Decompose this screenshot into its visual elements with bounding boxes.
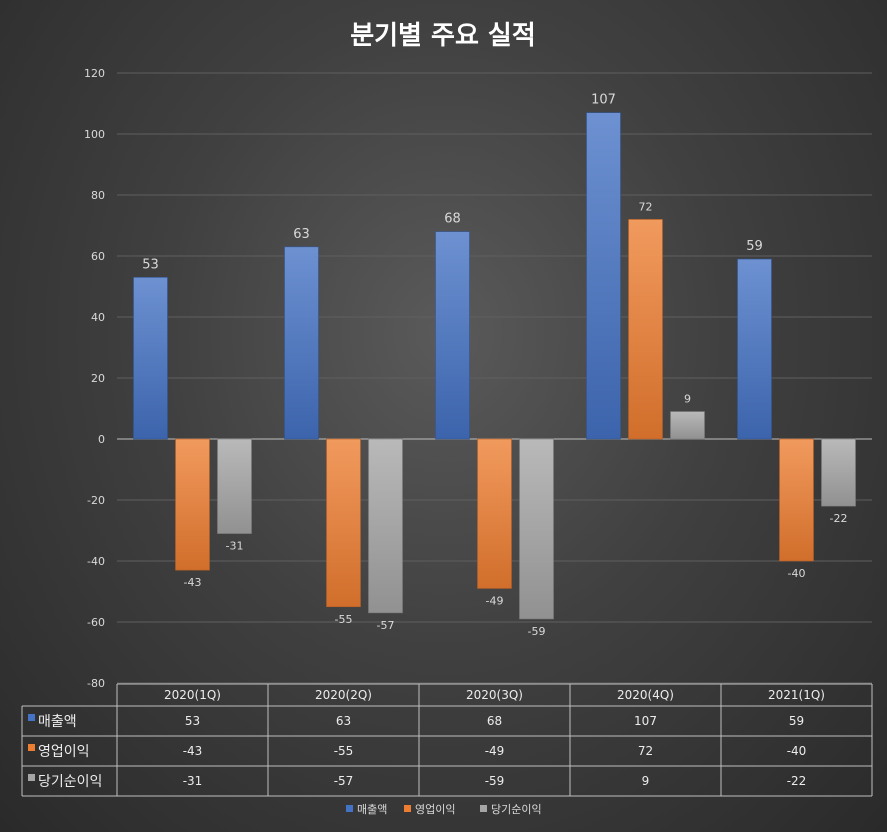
- table-legend-key: [28, 744, 35, 751]
- bar-매출액-2021(1Q): [737, 258, 772, 440]
- y-tick-label: 20: [91, 372, 105, 385]
- y-tick-label: -60: [87, 616, 105, 629]
- legend-key: [480, 805, 487, 812]
- legend-entry: 당기순이익: [491, 803, 542, 816]
- bar-영업이익-2021(1Q): [779, 438, 814, 562]
- x-category-label: 2021(1Q): [768, 688, 825, 702]
- table-cell: 59: [789, 714, 804, 728]
- legend-entry: 영업이익: [415, 803, 455, 816]
- labels-layer: 53 -43 -31 63 -55 -57 68 -49 -59 107 72 9 59 -40 -22: [142, 93, 847, 638]
- data-label: 72: [639, 200, 653, 213]
- x-category-label: 2020(1Q): [164, 688, 221, 702]
- table-series-name: 영업이익: [38, 744, 90, 760]
- data-table: 2020(1Q) 2020(2Q) 2020(3Q) 2020(4Q) 2021(1Q)…: [21, 683, 873, 797]
- table-cell: -31: [183, 774, 203, 788]
- y-tick-label: 40: [91, 311, 105, 324]
- table-cell: -55: [334, 744, 354, 758]
- data-label: -31: [226, 540, 244, 553]
- data-label: 63: [293, 227, 310, 242]
- bar-매출액-2020(1Q): [133, 277, 168, 440]
- table-series-name: 당기순이익: [38, 774, 102, 790]
- table-cell: 68: [487, 714, 502, 728]
- table-cell: 63: [336, 714, 351, 728]
- data-label: -40: [788, 567, 806, 580]
- bar-당기순이익-2021(1Q): [821, 438, 856, 507]
- legend-key: [404, 805, 411, 812]
- bar-당기순이익-2020(2Q): [368, 438, 403, 614]
- table-cell: -57: [334, 774, 354, 788]
- legend-key: [346, 805, 353, 812]
- y-tick-label: -40: [87, 555, 105, 568]
- bar-영업이익-2020(1Q): [175, 438, 210, 571]
- y-tick-label: -20: [87, 494, 105, 507]
- table-cell: -22: [787, 774, 807, 788]
- table-cell: -40: [787, 744, 807, 758]
- data-label: -49: [486, 594, 504, 607]
- chart-title: 분기별 주요 실적: [350, 21, 536, 51]
- data-label: 53: [142, 257, 159, 272]
- data-label: 9: [684, 393, 691, 406]
- bar-당기순이익-2020(1Q): [217, 438, 252, 534]
- table-cell: 53: [185, 714, 200, 728]
- legend: 매출액 영업이익 당기순이익: [346, 803, 542, 816]
- table-cell: -43: [183, 744, 203, 758]
- x-category-label: 2020(2Q): [315, 688, 372, 702]
- table-cell: 107: [634, 714, 657, 728]
- data-label: -43: [184, 576, 202, 589]
- table-legend-key: [28, 714, 35, 721]
- y-tick-label: 60: [91, 250, 105, 263]
- data-label: -55: [335, 613, 353, 626]
- table-cell: 72: [638, 744, 653, 758]
- y-tick-label: 100: [84, 128, 105, 141]
- table-cell: -59: [485, 774, 505, 788]
- table-cell: 9: [642, 774, 650, 788]
- data-label: -22: [830, 512, 848, 525]
- data-label: -59: [528, 625, 546, 638]
- bar-영업이익-2020(4Q): [628, 219, 663, 440]
- y-tick-label: 80: [91, 189, 105, 202]
- bar-매출액-2020(3Q): [435, 231, 470, 440]
- bars-layer: [133, 112, 856, 620]
- bar-영업이익-2020(3Q): [477, 438, 512, 589]
- data-label: 107: [591, 93, 616, 108]
- data-label: 59: [746, 239, 763, 254]
- y-tick-label: 0: [98, 433, 105, 446]
- x-category-label: 2020(4Q): [617, 688, 674, 702]
- x-category-label: 2020(3Q): [466, 688, 523, 702]
- y-tick-label: 120: [84, 67, 105, 80]
- bar-당기순이익-2020(4Q): [670, 411, 705, 440]
- bar-매출액-2020(2Q): [284, 246, 319, 440]
- bar-영업이익-2020(2Q): [326, 438, 361, 608]
- table-legend-key: [28, 774, 35, 781]
- data-label: 68: [444, 212, 461, 227]
- table-series-name: 매출액: [38, 714, 77, 730]
- data-label: -57: [377, 619, 395, 632]
- bar-매출액-2020(4Q): [586, 112, 621, 440]
- table-cell: -49: [485, 744, 505, 758]
- legend-entry: 매출액: [357, 803, 387, 816]
- bar-당기순이익-2020(3Q): [519, 438, 554, 620]
- y-tick-label: -80: [87, 677, 105, 690]
